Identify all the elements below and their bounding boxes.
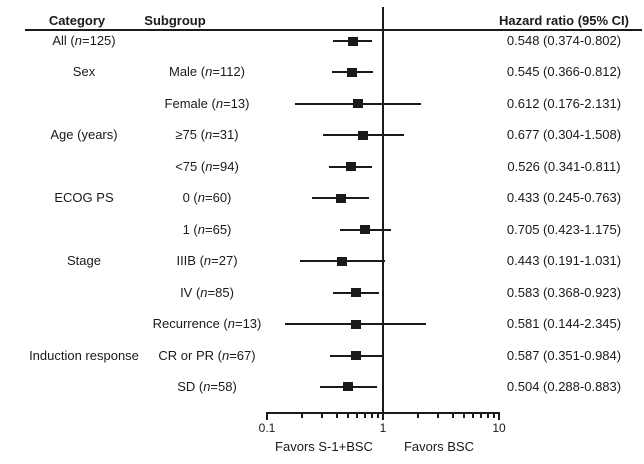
x-axis-minor-tick <box>300 414 303 418</box>
x-axis-tick-label: 10 <box>492 421 506 435</box>
x-axis-minor-tick <box>364 414 367 418</box>
hr-point-marker <box>335 193 346 203</box>
hr-point-marker <box>347 67 358 77</box>
favors-left-label: Favors S-1+BSC <box>275 439 373 454</box>
hr-value-cell: 0.443 (0.191-1.031) <box>506 253 622 269</box>
reference-line-hr-1 <box>382 7 384 414</box>
hr-value-cell: 0.612 (0.176-2.131) <box>506 95 622 111</box>
column-header-hazard-ratio: Hazard ratio (95% CI) <box>498 13 630 28</box>
category-cell: Stage <box>67 253 101 269</box>
category-cell: ECOG PS <box>54 190 114 206</box>
subgroup-cell: 0 (n=60) <box>182 190 232 206</box>
x-axis-minor-tick <box>451 414 454 418</box>
hr-value-cell: 0.545 (0.366-0.812) <box>506 64 622 80</box>
subgroup-cell: 1 (n=65) <box>182 221 232 237</box>
x-axis-tick-label: 0.1 <box>258 421 276 435</box>
hr-point-marker <box>345 162 356 172</box>
x-axis-minor-tick <box>335 414 338 418</box>
x-axis-minor-tick <box>416 414 419 418</box>
x-axis-major-tick <box>498 414 500 420</box>
hr-value-cell: 0.587 (0.351-0.984) <box>506 347 622 363</box>
x-axis-minor-tick <box>463 414 466 418</box>
subgroup-cell: <75 (n=94) <box>175 158 239 174</box>
hr-value-cell: 0.677 (0.304-1.508) <box>506 127 622 143</box>
x-axis-tick-label: 1 <box>379 421 387 435</box>
subgroup-cell: IV (n=85) <box>180 284 234 300</box>
hr-value-cell: 0.705 (0.423-1.175) <box>506 221 622 237</box>
subgroup-cell: ≥75 (n=31) <box>175 127 239 143</box>
hr-point-marker <box>343 382 354 392</box>
x-axis-major-tick <box>382 414 384 420</box>
subgroup-cell: Male (n=112) <box>168 64 245 80</box>
x-axis-minor-tick <box>376 414 379 418</box>
x-axis-minor-tick <box>347 414 350 418</box>
subgroup-cell: CR or PR (n=67) <box>158 347 256 363</box>
subgroup-cell: IIIB (n=27) <box>176 253 238 269</box>
hr-value-cell: 0.548 (0.374-0.802) <box>506 33 622 48</box>
x-axis-minor-tick <box>480 414 483 418</box>
x-axis-minor-tick <box>437 414 440 418</box>
hr-value-cell: 0.433 (0.245-0.763) <box>506 190 622 206</box>
subgroup-cell: Recurrence (n=13) <box>152 316 262 332</box>
category-cell: All (n=125) <box>52 33 116 48</box>
hr-point-marker <box>358 130 369 140</box>
hr-value-cell: 0.504 (0.288-0.883) <box>506 378 622 394</box>
subgroup-cell: Female (n=13) <box>164 95 250 111</box>
favors-right-label: Favors BSC <box>403 439 475 454</box>
column-header-category: Category <box>48 13 106 28</box>
header-separator-line <box>25 29 642 31</box>
category-cell: Sex <box>72 64 96 80</box>
x-axis-major-tick <box>266 414 268 420</box>
hr-point-marker <box>351 351 362 360</box>
x-axis-line <box>266 412 500 414</box>
x-axis-minor-tick <box>486 414 489 418</box>
column-header-subgroup: Subgroup <box>144 13 206 28</box>
hr-value-cell: 0.581 (0.144-2.345) <box>506 316 622 332</box>
hr-point-marker <box>336 256 347 266</box>
category-cell: Induction response <box>29 347 139 363</box>
x-axis-minor-tick <box>370 414 373 418</box>
hr-point-marker <box>360 225 371 235</box>
hr-point-marker <box>353 99 364 109</box>
x-axis-minor-tick <box>472 414 475 418</box>
category-cell: Age (years) <box>50 127 118 143</box>
hr-value-cell: 0.526 (0.341-0.811) <box>507 158 621 174</box>
x-axis-minor-tick <box>356 414 359 418</box>
subgroup-cell: SD (n=58) <box>177 378 237 394</box>
hr-point-marker <box>350 288 361 298</box>
hr-point-marker <box>347 36 358 46</box>
hr-point-marker <box>350 319 361 329</box>
hr-value-cell: 0.583 (0.368-0.923) <box>506 284 622 300</box>
x-axis-minor-tick <box>321 414 324 418</box>
x-axis-minor-tick <box>492 414 495 418</box>
